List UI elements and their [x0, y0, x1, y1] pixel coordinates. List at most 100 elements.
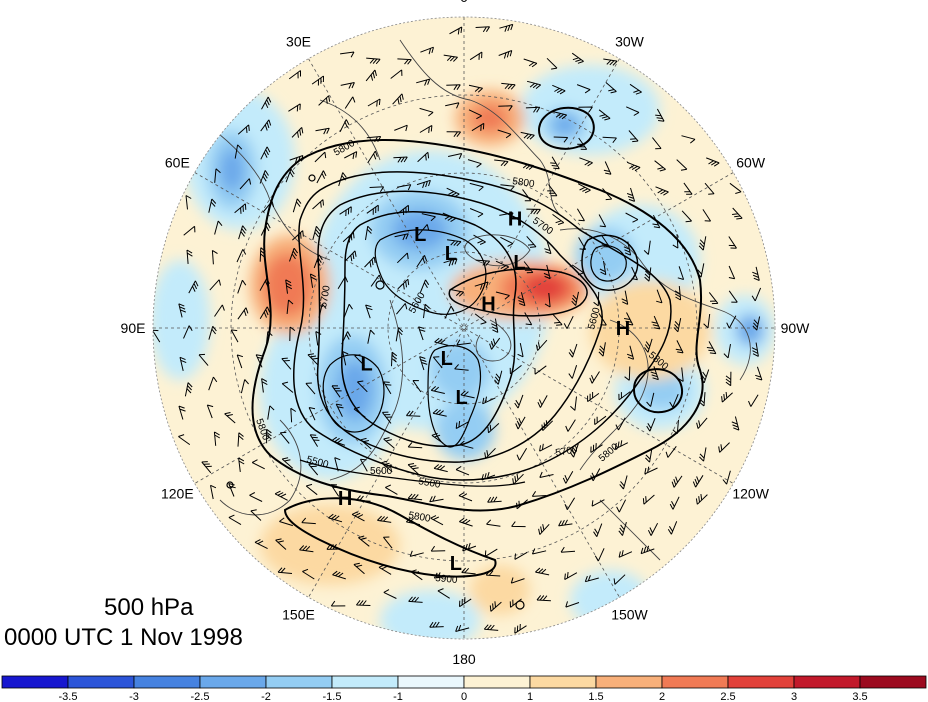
- wind-barb: [446, 84, 461, 91]
- wind-barb: [279, 431, 290, 444]
- wind-barb: [330, 600, 346, 607]
- longitude-label: 90W: [781, 320, 811, 336]
- wind-barb: [512, 473, 524, 485]
- wind-barb: [704, 182, 715, 195]
- wind-barb: [366, 57, 381, 65]
- wind-barb: [547, 184, 558, 197]
- wind-barb: [665, 446, 677, 458]
- wind-barb: [432, 408, 447, 417]
- wind-barb: [570, 396, 577, 411]
- wind-barb: [732, 207, 743, 220]
- wind-barb: [598, 109, 611, 121]
- colorbar-segment: [331, 675, 399, 689]
- wind-barb: [644, 338, 653, 353]
- colorbar-tick-label: -1: [393, 691, 403, 702]
- wind-barb: [722, 470, 731, 485]
- wind-barb: [494, 159, 509, 167]
- wind-barb: [671, 475, 683, 488]
- colorbar-segment: [199, 675, 267, 689]
- colorbar-segment: [397, 675, 465, 689]
- wind-barb: [261, 96, 272, 110]
- wind-barb: [752, 316, 761, 331]
- wind-barb: [594, 415, 607, 426]
- wind-barb: [594, 548, 605, 562]
- wind-barb: [475, 26, 491, 33]
- wind-barb: [420, 46, 434, 55]
- wind-barb: [729, 182, 742, 194]
- wind-barb: [455, 421, 469, 430]
- wind-barb: [260, 119, 272, 132]
- wind-barb: [467, 159, 482, 168]
- wind-barb: [365, 225, 373, 241]
- colorbar-tick-label: -1.5: [323, 691, 342, 702]
- wind-barb: [605, 82, 617, 94]
- contour-label: 5600: [370, 466, 393, 477]
- wind-barb: [602, 136, 617, 144]
- colorbar-tick-label: -2: [261, 691, 271, 702]
- wind-barb: [369, 186, 385, 193]
- wind-barb: [459, 597, 472, 608]
- wind-barb: [344, 151, 358, 160]
- wind-barb: [377, 515, 392, 523]
- wind-barb: [552, 213, 565, 225]
- longitude-label: 150E: [282, 607, 315, 623]
- wind-barb: [483, 624, 499, 631]
- contour-low-60w-inner: [590, 245, 627, 282]
- wind-barb: [382, 411, 393, 424]
- wind-barb: [526, 80, 542, 89]
- wind-barb: [646, 418, 656, 432]
- wind-barb: [208, 198, 217, 213]
- wind-barb: [489, 337, 501, 350]
- wind-barb: [419, 124, 433, 133]
- wind-barb: [681, 210, 692, 223]
- wind-barb: [292, 230, 304, 241]
- wind-barb: [419, 279, 430, 293]
- longitude-label: 30W: [615, 33, 645, 49]
- wind-barb: [576, 84, 591, 94]
- wind-barb: [430, 545, 446, 552]
- wind-barb: [211, 249, 218, 265]
- wind-barb: [237, 307, 249, 320]
- wind-barb: [353, 562, 365, 575]
- wind-barb: [315, 331, 322, 346]
- wind-barb: [723, 344, 731, 359]
- colorbar-segment: [463, 675, 531, 689]
- wind-barb: [624, 366, 631, 381]
- wind-barb: [277, 567, 293, 574]
- wind-barb: [423, 303, 430, 319]
- contour-low-100w: [632, 368, 683, 414]
- wind-barb: [429, 621, 444, 628]
- wind-barb: [357, 380, 368, 393]
- wind-barb: [525, 106, 541, 113]
- wind-barb: [614, 440, 629, 450]
- colorbar-tick-label: -3.5: [59, 691, 78, 702]
- wind-barb: [669, 394, 679, 408]
- wind-barb: [672, 234, 679, 249]
- wind-barb: [214, 220, 223, 235]
- wind-barb: [184, 382, 193, 397]
- wind-barb: [526, 235, 537, 248]
- longitude-label: 90E: [121, 320, 146, 336]
- wind-barb: [234, 203, 247, 214]
- wind-barbs: [153, 23, 763, 634]
- caption-level: 500 hPa: [104, 594, 194, 621]
- wind-barb: [291, 127, 304, 138]
- wind-barb: [301, 517, 316, 525]
- wind-barb: [240, 379, 249, 394]
- wind-barb: [482, 396, 496, 405]
- wind-barb: [230, 329, 239, 343]
- longitude-label: 120E: [161, 486, 194, 502]
- wind-barb: [654, 160, 666, 172]
- wind-barb: [309, 434, 320, 447]
- wind-barb: [311, 75, 324, 86]
- wind-barb: [307, 353, 319, 366]
- map-disc: 5800 5700 5700 5600 5600 5800 5800 5600 …: [153, 17, 775, 639]
- wind-barb: [358, 535, 370, 547]
- wind-barb: [209, 279, 221, 291]
- wind-barb: [728, 265, 736, 280]
- wind-barb: [629, 83, 642, 95]
- wind-barb: [613, 574, 626, 585]
- wind-barb: [578, 106, 593, 113]
- wind-barb: [603, 58, 618, 66]
